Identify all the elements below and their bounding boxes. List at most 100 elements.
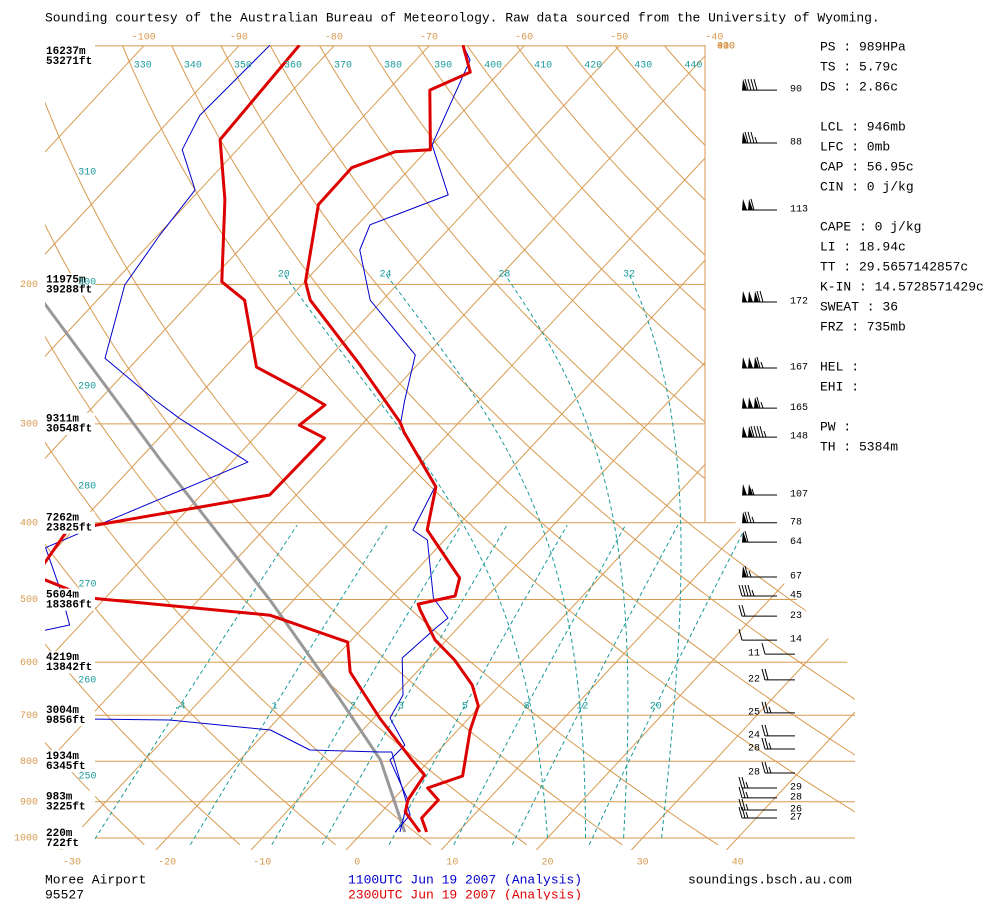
barb-label: 90 [790, 85, 802, 96]
barb-feather [753, 425, 758, 438]
height-box [45, 45, 95, 67]
moist-adiabat-label: 32 [623, 270, 635, 281]
isotherm-label: -90 [230, 33, 248, 44]
dry-adiabat-label: 430 [634, 61, 652, 72]
barb-feather [738, 786, 743, 799]
dry-adiabat-label: 410 [534, 61, 552, 72]
barb-feather [750, 131, 755, 144]
isotherm [53, 45, 810, 850]
x-tick-label: -30 [63, 858, 81, 869]
barb-half [760, 361, 764, 369]
barb-label: 167 [790, 363, 808, 374]
barb-feather [738, 806, 743, 819]
stat: K-IN : 14.5728571429c [820, 279, 983, 294]
barb-feather [756, 356, 761, 369]
barb-label: 107 [790, 490, 808, 501]
isotherm [243, 45, 855, 850]
height-ft: 18386ft [46, 599, 92, 611]
barb-feather [744, 131, 749, 144]
barb-feather [764, 761, 769, 774]
barb-half [768, 742, 772, 750]
stat: PS : 989HPa [820, 39, 906, 54]
wind-barb [738, 776, 777, 789]
barb-label: 28 [748, 744, 760, 755]
barb-half [745, 791, 749, 799]
barb-feather [756, 290, 761, 303]
wind-barb [742, 511, 777, 524]
barb-label: 78 [790, 517, 802, 528]
barb-half [754, 136, 758, 144]
moist-adiabat [283, 273, 548, 838]
barb-pennant [742, 290, 747, 302]
barb-feather [744, 565, 749, 578]
barb-pennant [754, 290, 759, 302]
barb-feather [744, 78, 749, 91]
barb-feather [756, 425, 761, 438]
dry-adiabat [565, 45, 855, 846]
height-m: 1934m [46, 751, 79, 763]
mixing-ratio [511, 524, 679, 846]
dry-adiabat [220, 45, 855, 846]
mixing-ratio-label: 3 [398, 702, 404, 713]
barb-feather [761, 737, 766, 750]
y-tick-label: 800 [20, 757, 38, 768]
barb-label: 28 [790, 793, 802, 804]
barb-label: 25 [748, 707, 760, 718]
dry-adiabat-label: 440 [684, 61, 702, 72]
moist-adiabat [385, 273, 586, 838]
wind-barb [738, 786, 777, 799]
y-tick-label: 600 [20, 658, 38, 669]
legend-entry: 1100UTC Jun 19 2007 (Analysis) [348, 872, 582, 887]
dry-adiabat-label: 350 [234, 61, 252, 72]
dry-adiabat [319, 45, 855, 846]
x-tick-label: 20 [541, 858, 553, 869]
barb-pennant [748, 357, 753, 369]
barb-label: 14 [790, 635, 802, 646]
dry-adiabat-label: 310 [78, 168, 96, 179]
header: Sounding courtesy of the Australian Bure… [45, 10, 880, 25]
stat: TS : 5.79c [820, 59, 898, 74]
isotherm [528, 45, 855, 850]
barb-pennant [748, 198, 753, 210]
barb-feather [741, 584, 746, 597]
barb-feather [738, 776, 743, 789]
barb-feather [764, 724, 769, 736]
station: Moree Airport [45, 872, 146, 887]
height-ft: 13842ft [46, 662, 92, 674]
barb-pennant [742, 357, 747, 369]
wind-barb [742, 425, 777, 438]
barb-feather [747, 511, 752, 523]
dry-adiabat [171, 45, 855, 846]
barb-label: 64 [790, 537, 802, 548]
isotherm-edge-label: -10 [717, 42, 735, 53]
height-m: 5604m [46, 589, 79, 601]
isotherm-edge-label: 30 [717, 42, 729, 53]
height-ft: 39288ft [46, 284, 92, 296]
dry-adiabat-label: 340 [184, 61, 202, 72]
wind-barb [742, 565, 777, 578]
barb-feather [759, 425, 764, 438]
barb-half [751, 516, 755, 523]
height-box [45, 750, 95, 773]
wind-barb [738, 798, 777, 811]
barb-feather [744, 511, 749, 523]
dry-adiabat [45, 45, 336, 846]
dry-adiabat [45, 45, 623, 846]
barb-label: 67 [790, 572, 802, 583]
barb-label: 29 [790, 783, 802, 794]
y-tick-label: 500 [20, 595, 38, 606]
barb-pennant [748, 426, 753, 438]
barb-half [751, 589, 755, 597]
barb-pennant [742, 131, 747, 143]
y-tick-label: 1000 [14, 834, 38, 845]
x-tick-label: 30 [637, 858, 649, 869]
mixing-ratio-label: 5 [462, 702, 468, 713]
barb-feather [738, 584, 743, 597]
dry-adiabat-label: 380 [384, 61, 402, 72]
barb-feather [764, 701, 769, 713]
dry-adiabat [45, 45, 241, 846]
barb-pennant [754, 357, 759, 369]
wind-barb [761, 642, 795, 655]
height-ft: 53271ft [46, 56, 92, 68]
